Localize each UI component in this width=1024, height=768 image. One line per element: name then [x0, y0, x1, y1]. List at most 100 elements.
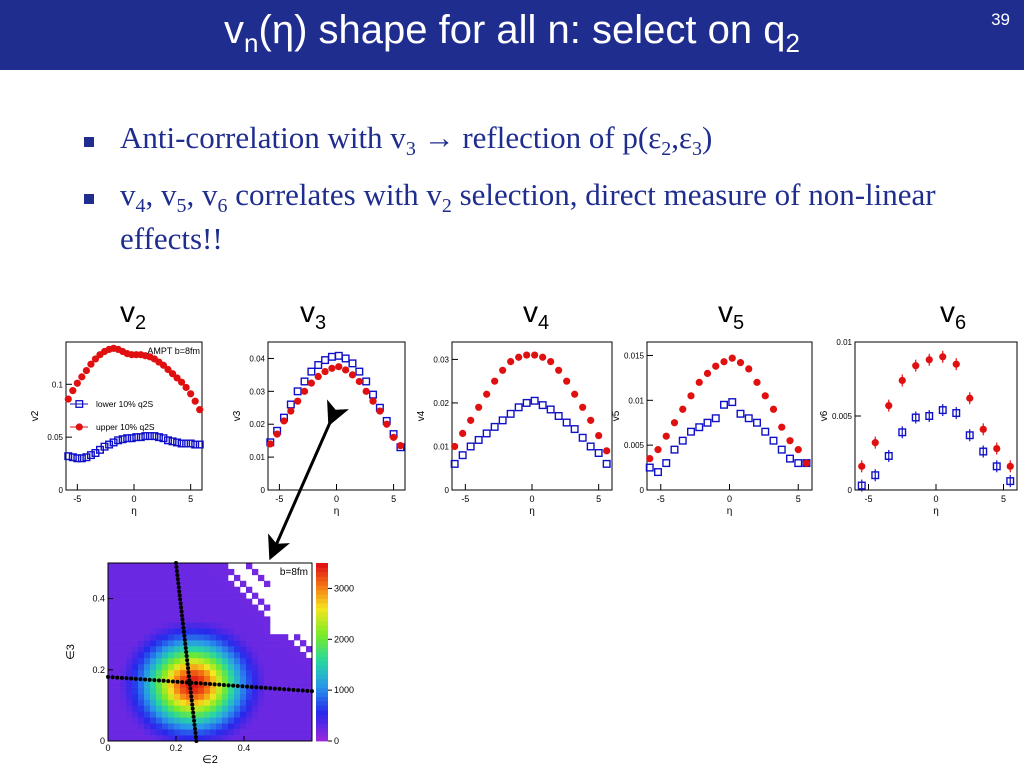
- heatmap-cell: [120, 711, 127, 718]
- bullet-text: v: [120, 176, 136, 212]
- data-point-upper: [802, 459, 811, 467]
- selection-dot: [179, 605, 184, 610]
- data-point-upper: [280, 417, 288, 425]
- data-point-lower: [159, 434, 168, 443]
- heatmap-cell: [156, 580, 163, 588]
- heatmap-cell: [132, 646, 139, 653]
- heatmap-cell: [114, 705, 121, 712]
- data-point-upper: [389, 433, 398, 441]
- plot-frame: [854, 341, 1018, 491]
- heatmap-cell: [222, 592, 229, 599]
- heatmap-cell: [246, 717, 253, 724]
- heatmap-cell: [132, 723, 139, 730]
- data-point-lower: [82, 453, 91, 462]
- data-point-upper: [73, 379, 81, 387]
- heatmap-cell: [186, 574, 193, 582]
- data-point-upper: [670, 419, 679, 427]
- heatmap-cell: [288, 657, 295, 665]
- heatmap-cell: [222, 717, 229, 724]
- heatmap-cell: [126, 663, 133, 671]
- heatmap-cell: [234, 622, 241, 629]
- heatmap-cell: [150, 568, 157, 576]
- heatmap-cell: [246, 735, 253, 742]
- selection-dot: [185, 658, 190, 663]
- data-point-lower: [522, 398, 531, 407]
- heatmap-cell: [174, 729, 181, 736]
- heatmap-cell: [138, 699, 145, 706]
- heatmap-cell: [108, 580, 115, 588]
- heatmap-cell: [108, 717, 115, 724]
- heatmap-cell: [120, 646, 127, 653]
- heatmap-cell: [138, 646, 145, 653]
- heatmap-cell: [186, 604, 193, 611]
- heatmap-cell: [174, 675, 181, 682]
- heatmap-cell: [306, 669, 313, 677]
- selection-dot: [231, 683, 236, 688]
- heatmap-cell: [132, 568, 139, 576]
- heatmap-cell: [198, 723, 205, 730]
- heatmap-cell: [192, 563, 199, 570]
- heatmap-cell: [216, 735, 223, 742]
- panel-label-v4: v4: [523, 296, 550, 334]
- heatmap-cell: [228, 652, 235, 659]
- chart-panel-v2: 0 0.05 0.1 -5 0 5 η v2 AMPT b=8fm lower 10% q2S up…: [30, 341, 204, 517]
- heatmap-cell: [156, 634, 163, 641]
- y-tick-label: 0.04: [249, 354, 265, 363]
- data-point-lower: [586, 442, 595, 451]
- data-point-upper: [451, 442, 459, 451]
- heatmap-cell: [264, 657, 271, 665]
- selection-dot: [174, 569, 179, 574]
- chart-panel-v3: 0 0.01 0.02 0.03 0.04 -5 0 5 η v3: [232, 341, 406, 517]
- selection-dot: [184, 650, 189, 654]
- data-point-upper: [159, 361, 168, 369]
- heatmap-cell: [156, 669, 163, 677]
- heatmap-cell: [138, 622, 145, 629]
- heatmap-cell: [144, 628, 151, 635]
- heatmap-cell: [108, 616, 115, 623]
- heatmap-cell: [204, 598, 211, 605]
- heatmap-cell: [222, 563, 229, 570]
- heatmap-cell: [192, 592, 199, 599]
- heatmap-cell: [114, 616, 121, 623]
- heatmap-cell: [228, 604, 235, 611]
- heatmap-cell: [204, 735, 211, 742]
- data-point-lower: [450, 459, 459, 468]
- heatmap-cell: [288, 729, 295, 736]
- heatmap-cell: [210, 717, 217, 724]
- heatmap-cell: [180, 652, 187, 659]
- heatmap-cell: [174, 735, 181, 742]
- bullet-text: selection, direct measure of non-linear …: [120, 176, 936, 257]
- heatmap-cell: [216, 616, 223, 623]
- heatmap-cell: [162, 610, 169, 617]
- heatmap-cell: [282, 693, 289, 700]
- colorbar-segment: [316, 571, 328, 577]
- data-point-upper: [712, 362, 720, 370]
- heatmap-cell: [108, 735, 115, 742]
- colorbar-segment: [316, 643, 328, 648]
- heatmap-cell: [120, 717, 127, 724]
- heatmap-cell: [198, 598, 205, 605]
- heatmap-cell: [132, 687, 139, 694]
- data-point-upper: [467, 416, 475, 424]
- heatmap-cell: [180, 711, 187, 718]
- heatmap-cell: [126, 574, 133, 582]
- data-point-upper: [335, 363, 343, 371]
- colorbar-segment: [316, 665, 328, 671]
- heatmap-cell: [264, 729, 271, 736]
- heatmap-cell: [300, 711, 307, 718]
- heatmap-cell: [192, 663, 199, 671]
- colorbar-tick-label: 1000: [334, 685, 354, 695]
- heatmap-cell: [246, 669, 253, 677]
- heatmap-cell: [246, 723, 253, 730]
- selection-dot: [182, 633, 187, 638]
- heatmap-cell: [234, 640, 241, 647]
- data-point-lower: [68, 453, 77, 462]
- colorbar-tick-label: 2000: [334, 634, 354, 644]
- heatmap-cell: [156, 681, 163, 688]
- data-point-upper: [603, 447, 611, 455]
- heatmap-cell: [282, 634, 289, 641]
- heatmap-cell: [108, 723, 115, 730]
- data-point-upper: [294, 397, 302, 405]
- selection-dot: [277, 686, 282, 691]
- heatmap-cell: [210, 729, 217, 736]
